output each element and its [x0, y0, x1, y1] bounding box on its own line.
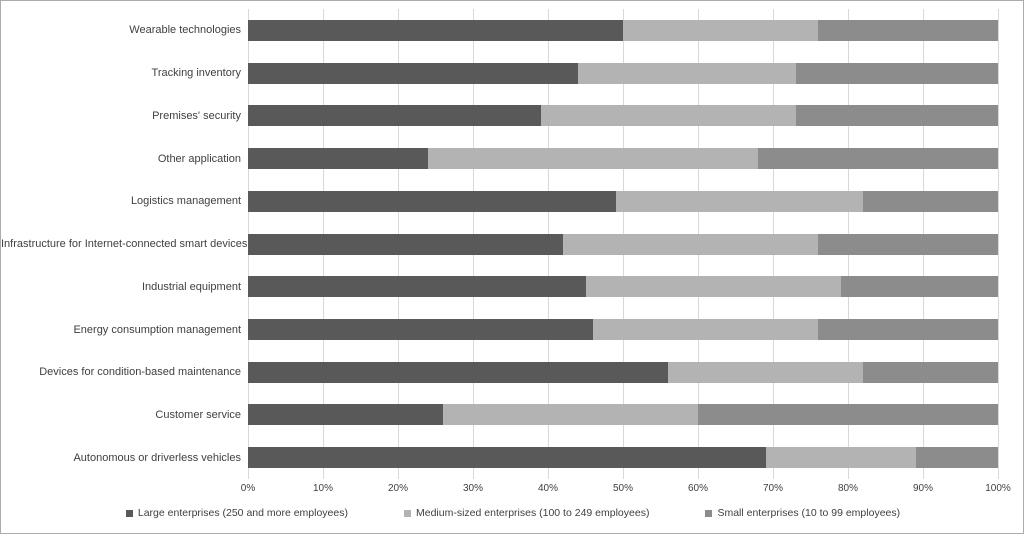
legend-item-small-enterprises: Small enterprises (10 to 99 employees) [705, 507, 900, 519]
bar-track [248, 447, 998, 469]
bar-segment-medium-sized-enterprises [615, 190, 863, 212]
chart-row: Industrial equipment [1, 265, 998, 308]
bar-segment-medium-sized-enterprises [428, 148, 758, 170]
bar-track [248, 404, 998, 426]
bar-segment-small-enterprises [863, 190, 998, 212]
bar-segment-large-enterprises [248, 361, 668, 383]
legend-item-medium-sized-enterprises: Medium-sized enterprises (100 to 249 emp… [404, 507, 649, 519]
bar-track [248, 276, 998, 298]
chart-row: Energy consumption management [1, 308, 998, 351]
bar-segment-medium-sized-enterprises [668, 361, 863, 383]
chart-row: Wearable technologies [1, 9, 998, 52]
chart-row: Customer service [1, 394, 998, 437]
x-axis: 0% 10% 20% 30% 40% 50% 60% 70% 80% 90% 100% [241, 483, 1011, 497]
bar-segment-small-enterprises [863, 361, 998, 383]
x-tick-label: 90% [912, 483, 934, 494]
bar-segment-large-enterprises [248, 447, 766, 469]
bar-rows: Wearable technologies Tracking inventory P… [1, 9, 998, 479]
bar-segment-large-enterprises [248, 404, 443, 426]
x-tick-label: 20% [387, 483, 409, 494]
x-tick-label: 60% [687, 483, 709, 494]
bar-track [248, 105, 998, 127]
x-tick-label: 70% [762, 483, 784, 494]
bar-track [248, 361, 998, 383]
bar-segment-small-enterprises [818, 319, 998, 340]
category-label: Other application [157, 152, 241, 165]
legend-label: Medium-sized enterprises (100 to 249 emp… [416, 507, 650, 519]
chart-row: Tracking inventory [1, 52, 998, 95]
category-label: Tracking inventory [151, 67, 241, 80]
bar-track [248, 148, 998, 170]
bar-segment-medium-sized-enterprises [578, 62, 796, 84]
x-tick-label: 100% [985, 483, 1011, 494]
x-tick-label: 10% [312, 483, 334, 494]
bar-track [248, 233, 998, 255]
category-label: Devices for condition-based maintenance [39, 366, 241, 379]
bar-segment-large-enterprises [248, 148, 428, 170]
chart-row: Autonomous or driverless vehicles [1, 436, 998, 479]
x-tick-label: 80% [837, 483, 859, 494]
category-label: Wearable technologies [129, 24, 241, 37]
legend-label: Small enterprises (10 to 99 employees) [717, 507, 901, 519]
bar-segment-medium-sized-enterprises [443, 404, 698, 426]
category-label: Premises' security [152, 109, 241, 122]
bar-track [248, 190, 998, 212]
bar-segment-small-enterprises [915, 447, 998, 469]
chart-row: Logistics management [1, 180, 998, 223]
chart-row: Premises' security [1, 94, 998, 137]
category-label: Autonomous or driverless vehicles [73, 451, 241, 464]
category-label: Industrial equipment [141, 280, 241, 293]
legend: Large enterprises (250 and more employee… [1, 507, 1023, 519]
category-label: Logistics management [130, 195, 241, 208]
legend-item-large-enterprises: Large enterprises (250 and more employee… [125, 507, 348, 519]
chart-row: Infrastructure for Internet-connected sm… [1, 223, 998, 266]
bar-segment-medium-sized-enterprises [540, 105, 796, 127]
bar-segment-medium-sized-enterprises [765, 447, 916, 469]
bar-segment-medium-sized-enterprises [623, 19, 818, 41]
bar-segment-small-enterprises [818, 233, 998, 255]
x-tick-label: 0% [240, 483, 256, 494]
legend-swatch [125, 509, 133, 517]
bar-segment-large-enterprises [248, 105, 541, 127]
chart-row: Other application [1, 137, 998, 180]
bar-track [248, 62, 998, 84]
category-label: Energy consumption management [73, 323, 241, 336]
x-tick-label: 40% [537, 483, 559, 494]
x-tick-label: 30% [462, 483, 484, 494]
category-label: Customer service [155, 408, 241, 421]
bar-segment-large-enterprises [248, 190, 616, 212]
bar-segment-large-enterprises [248, 19, 623, 41]
chart-row: Devices for condition-based maintenance [1, 351, 998, 394]
bar-segment-small-enterprises [840, 276, 998, 298]
bar-segment-small-enterprises [758, 148, 998, 170]
legend-swatch [705, 509, 713, 517]
bar-segment-medium-sized-enterprises [593, 319, 818, 340]
bar-segment-medium-sized-enterprises [563, 233, 818, 255]
bar-segment-small-enterprises [698, 404, 998, 426]
bar-segment-small-enterprises [795, 62, 998, 84]
bar-track [248, 19, 998, 41]
bar-track [248, 319, 998, 340]
bar-segment-large-enterprises [248, 319, 593, 340]
legend-swatch [404, 509, 411, 517]
bar-segment-small-enterprises [795, 105, 998, 127]
x-tick-label: 50% [612, 483, 634, 494]
legend-label: Large enterprises (250 and more employee… [137, 507, 348, 519]
bar-segment-small-enterprises [818, 19, 998, 41]
bar-segment-large-enterprises [248, 62, 578, 84]
bar-segment-large-enterprises [248, 233, 563, 255]
category-label: Infrastructure for Internet-connected sm… [1, 238, 248, 251]
bar-segment-large-enterprises [248, 276, 586, 298]
bar-segment-medium-sized-enterprises [585, 276, 841, 298]
